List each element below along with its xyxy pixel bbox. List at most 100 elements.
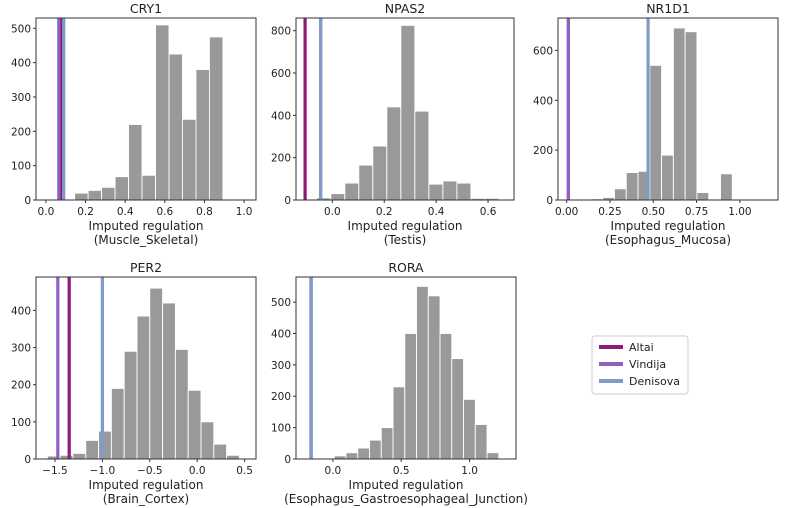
y-tick-label: 0 <box>284 195 291 207</box>
y-tick-label: 0 <box>24 454 31 466</box>
plot-frame <box>35 17 257 201</box>
y-tick-label: 200 <box>11 380 31 392</box>
histogram-bar <box>386 106 402 201</box>
x-tick-label: 0.5 <box>236 465 253 477</box>
histogram-bar <box>162 302 176 460</box>
y-tick-label: 200 <box>271 153 291 165</box>
histogram-bar <box>614 188 627 201</box>
histogram-bar <box>416 285 429 460</box>
histogram-bar <box>414 110 430 201</box>
y-tick-label: 200 <box>11 126 31 138</box>
histogram-bar <box>684 31 698 201</box>
plot-frame <box>295 276 517 460</box>
histogram-bar <box>456 182 472 201</box>
x-tick-label: 0.25 <box>598 206 621 218</box>
y-tick-label: 0 <box>24 195 31 207</box>
panel-title: RORA <box>388 260 424 275</box>
x-tick-label: 0.0 <box>189 465 206 477</box>
x-axis-label: Imputed regulation <box>611 219 726 233</box>
histogram-bar <box>110 387 125 460</box>
histogram-bar <box>345 452 359 460</box>
x-tick-label: 0.50 <box>642 206 665 218</box>
histogram-bar <box>392 386 406 460</box>
histogram-bar <box>136 315 151 460</box>
histogram-bar <box>85 439 100 460</box>
histogram-bar <box>625 172 639 201</box>
x-tick-label: 0.4 <box>428 206 445 218</box>
histogram-bar <box>451 358 464 460</box>
histogram-bar <box>400 24 416 201</box>
y-tick-label: 400 <box>271 110 291 122</box>
x-tick-label: 0.2 <box>376 206 393 218</box>
histogram-bar <box>427 295 441 460</box>
x-axis-label: Imputed regulation <box>348 219 463 233</box>
x-tick-label: −0.5 <box>137 465 163 477</box>
y-tick-label: 100 <box>271 423 291 435</box>
panel-title: NPAS2 <box>385 1 426 16</box>
x-axis-label: Imputed regulation <box>89 219 204 233</box>
histogram-bar <box>474 424 488 460</box>
y-tick-label: 500 <box>271 297 291 309</box>
x-tick-label: −1.5 <box>42 465 68 477</box>
histogram-bar <box>428 183 444 201</box>
histogram-bar <box>213 443 228 460</box>
x-tick-label: −1.0 <box>90 465 116 477</box>
histogram-bar <box>208 36 224 201</box>
histogram-bar <box>226 454 240 460</box>
y-tick-label: 600 <box>271 68 291 80</box>
x-tick-label: 0.2 <box>77 206 94 218</box>
y-tick-label: 300 <box>11 343 31 355</box>
histogram-bar <box>372 145 388 201</box>
histogram-bar <box>330 193 346 201</box>
histogram-bar <box>442 180 458 201</box>
legend: Altai Vindija Denisova <box>591 335 689 395</box>
histogram-bar <box>74 192 89 201</box>
histogram-bar <box>187 389 202 460</box>
histogram-bar <box>649 64 663 201</box>
y-tick-label: 400 <box>533 95 553 107</box>
histogram-bar <box>123 350 138 460</box>
y-tick-label: 600 <box>533 45 553 57</box>
histogram-bar <box>59 454 74 460</box>
histogram-bar <box>98 430 112 460</box>
legend-label-denisova: Denisova <box>629 375 680 388</box>
histogram-bar <box>661 154 674 201</box>
plot-frame <box>35 276 257 460</box>
histogram-bar <box>358 164 374 201</box>
histogram-bar <box>357 447 370 460</box>
histogram-bar <box>720 173 733 201</box>
x-axis-label: Imputed regulation <box>89 478 204 492</box>
histogram-bar <box>168 53 183 201</box>
legend-label-altai: Altai <box>629 341 654 354</box>
histogram-bar <box>149 287 164 460</box>
histogram-bar <box>380 427 394 460</box>
x-tick-label: 0.0 <box>325 465 342 477</box>
histogram-bar <box>114 176 130 201</box>
x-axis-sublabel: (Esophagus_Gastroesophageal_Junction) <box>284 492 528 506</box>
histogram-bar <box>101 186 116 201</box>
histogram-bar <box>486 452 500 460</box>
x-axis-sublabel: (Muscle_Skeletal) <box>94 233 199 247</box>
panel-npas2: NPAS2 0.0 0.2 0.4 0.6 0 200 400 600 800 Imputed re… <box>271 1 515 247</box>
y-tick-label: 0 <box>284 454 291 466</box>
x-tick-label: 0.0 <box>324 206 341 218</box>
histogram-bar <box>672 27 686 201</box>
x-tick-label: 0.4 <box>117 206 134 218</box>
y-tick-label: 100 <box>11 417 31 429</box>
histogram-bar <box>174 348 189 460</box>
y-tick-label: 200 <box>271 391 291 403</box>
y-tick-label: 0 <box>546 195 553 207</box>
panel-title: PER2 <box>130 260 162 275</box>
histogram-bar <box>155 24 170 201</box>
panel-title: CRY1 <box>130 1 162 16</box>
histogram-bar <box>195 69 210 201</box>
panel-per2: PER2 −1.5 −1.0 −0.5 0.0 0.5 0 100 200 300 400 Imput… <box>11 260 257 506</box>
histogram-bar <box>439 333 453 460</box>
y-tick-label: 300 <box>271 360 291 372</box>
x-tick-label: 0.75 <box>685 206 708 218</box>
histogram-bar <box>463 398 476 460</box>
plot-frame <box>557 17 779 201</box>
histogram-bar <box>182 118 197 201</box>
